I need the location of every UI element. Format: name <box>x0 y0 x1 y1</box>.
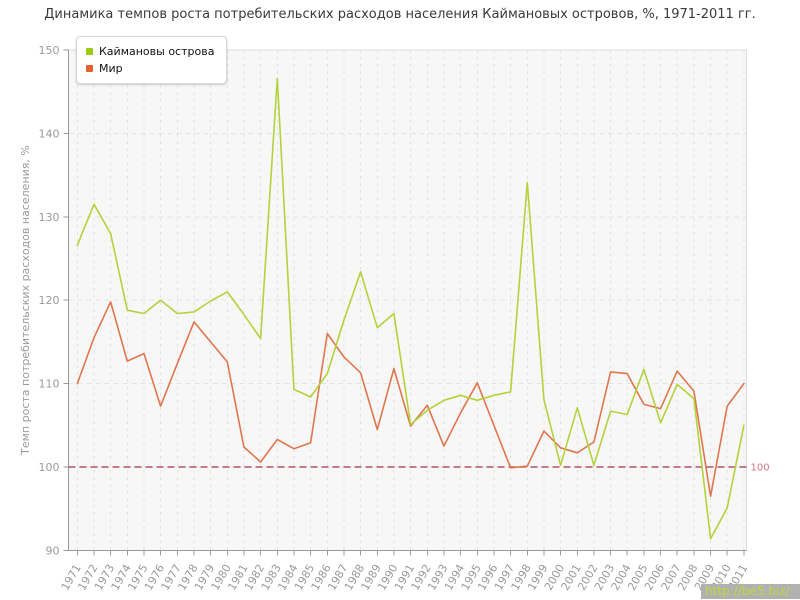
svg-text:150: 150 <box>39 44 60 57</box>
svg-text:130: 130 <box>39 211 60 224</box>
legend-label-cayman: Каймановы острова <box>99 45 215 58</box>
reference-line-label: 100 <box>751 463 770 474</box>
cayman-series-swatch-icon <box>86 48 93 55</box>
series-line-world <box>76 301 745 498</box>
legend-label-world: Мир <box>99 62 123 75</box>
y-tick-labels: 90 100 110 120 130 140 150 <box>39 44 60 557</box>
legend-item-cayman: Каймановы острова <box>86 43 214 60</box>
legend-item-world: Мир <box>86 60 214 77</box>
svg-text:140: 140 <box>39 127 60 140</box>
y-axis <box>63 49 69 551</box>
svg-text:110: 110 <box>39 378 60 391</box>
chart-title: Динамика темпов роста потребительских ра… <box>44 7 756 22</box>
svg-text:90: 90 <box>46 544 60 557</box>
series-line-cayman <box>76 77 745 540</box>
world-series-swatch-icon <box>86 65 93 72</box>
x-tick-labels: 1971197219731974197519761977197819791980… <box>59 562 751 593</box>
svg-text:120: 120 <box>39 294 60 307</box>
reference-line-100: 100 <box>68 463 770 474</box>
svg-text:100: 100 <box>39 461 60 474</box>
watermark-link[interactable]: http://be5.biz/ <box>701 584 800 599</box>
x-axis <box>68 549 747 556</box>
legend: Каймановы острова Мир <box>76 36 228 84</box>
